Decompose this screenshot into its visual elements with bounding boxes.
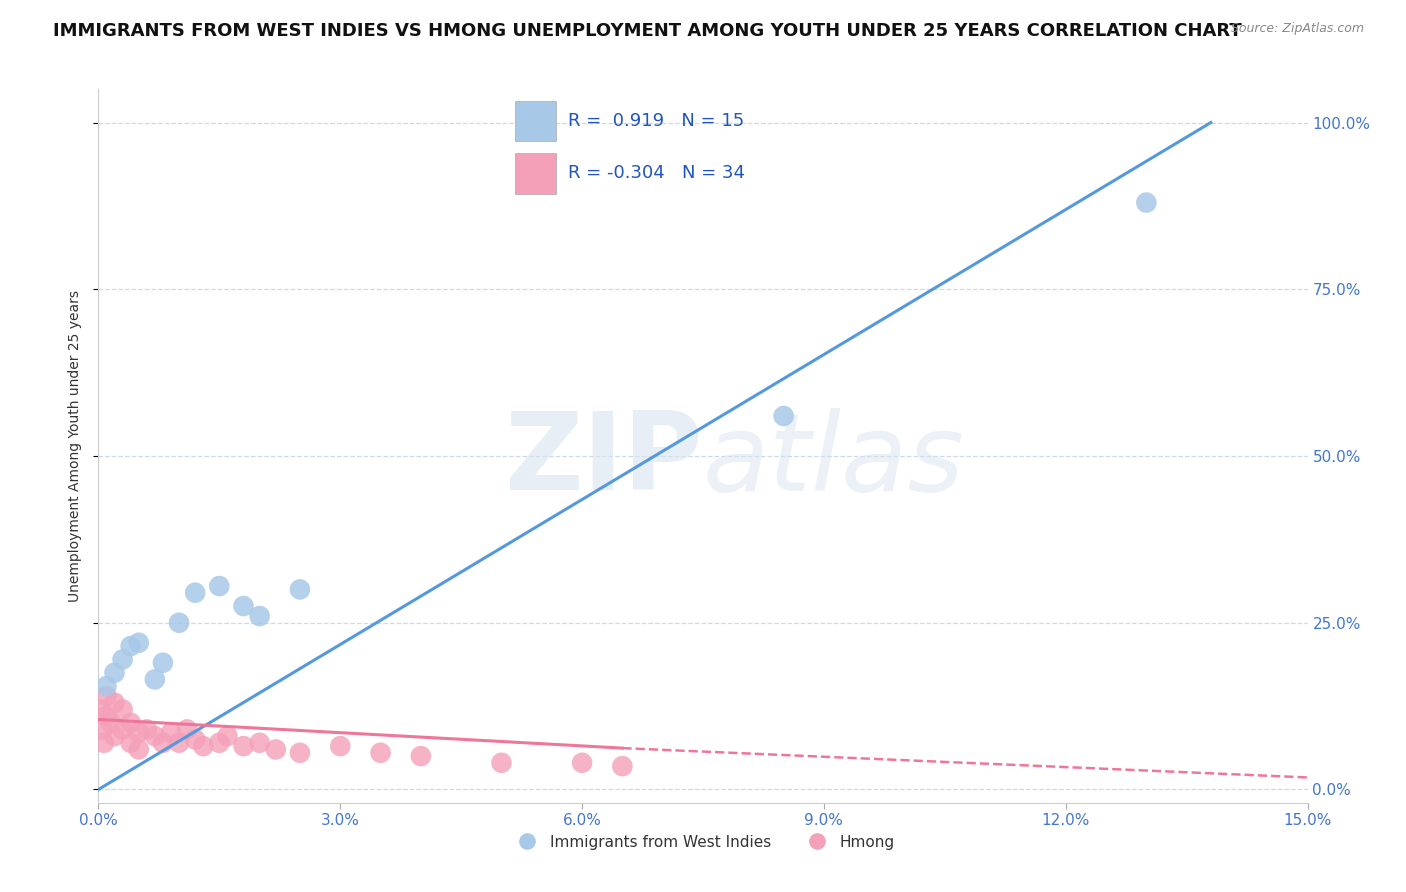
- Point: [96, 709, 118, 723]
- Point: [409, 749, 432, 764]
- Point: [217, 729, 239, 743]
- Point: [128, 742, 150, 756]
- Text: IMMIGRANTS FROM WEST INDIES VS HMONG UNEMPLOYMENT AMONG YOUTH UNDER 25 YEARS COR: IMMIGRANTS FROM WEST INDIES VS HMONG UNE…: [53, 22, 1241, 40]
- Point: [772, 409, 794, 423]
- Point: [135, 723, 157, 737]
- Point: [491, 756, 513, 770]
- FancyBboxPatch shape: [516, 153, 555, 194]
- Point: [1135, 195, 1157, 210]
- Point: [96, 679, 118, 693]
- Point: [152, 656, 174, 670]
- Point: [370, 746, 392, 760]
- Point: [176, 723, 198, 737]
- Legend: Immigrants from West Indies, Hmong: Immigrants from West Indies, Hmong: [505, 829, 901, 855]
- Point: [128, 725, 150, 739]
- Point: [120, 715, 142, 730]
- Text: R =  0.919   N = 15: R = 0.919 N = 15: [568, 112, 744, 129]
- Point: [93, 736, 115, 750]
- Point: [329, 739, 352, 753]
- Point: [103, 696, 125, 710]
- Point: [264, 742, 287, 756]
- Point: [208, 579, 231, 593]
- Point: [111, 723, 134, 737]
- Point: [232, 739, 254, 753]
- Point: [96, 689, 118, 703]
- Point: [103, 665, 125, 680]
- Point: [288, 746, 311, 760]
- Point: [612, 759, 634, 773]
- Point: [571, 756, 593, 770]
- Point: [111, 702, 134, 716]
- Point: [111, 652, 134, 666]
- Point: [167, 736, 190, 750]
- Point: [120, 639, 142, 653]
- Point: [184, 732, 207, 747]
- Point: [143, 729, 166, 743]
- Text: Source: ZipAtlas.com: Source: ZipAtlas.com: [1230, 22, 1364, 36]
- Point: [128, 636, 150, 650]
- Point: [249, 609, 271, 624]
- Y-axis label: Unemployment Among Youth under 25 years: Unemployment Among Youth under 25 years: [69, 290, 83, 602]
- Text: ZIP: ZIP: [505, 408, 703, 513]
- Point: [288, 582, 311, 597]
- FancyBboxPatch shape: [516, 101, 555, 141]
- Point: [249, 736, 271, 750]
- Point: [193, 739, 215, 753]
- Point: [120, 736, 142, 750]
- Point: [143, 673, 166, 687]
- Text: R = -0.304   N = 34: R = -0.304 N = 34: [568, 164, 745, 182]
- Point: [208, 736, 231, 750]
- Point: [90, 702, 112, 716]
- Point: [160, 725, 183, 739]
- Point: [103, 729, 125, 743]
- Point: [232, 599, 254, 613]
- Point: [91, 723, 114, 737]
- Point: [152, 736, 174, 750]
- Point: [167, 615, 190, 630]
- Point: [100, 715, 122, 730]
- Text: atlas: atlas: [703, 408, 965, 513]
- Point: [184, 585, 207, 599]
